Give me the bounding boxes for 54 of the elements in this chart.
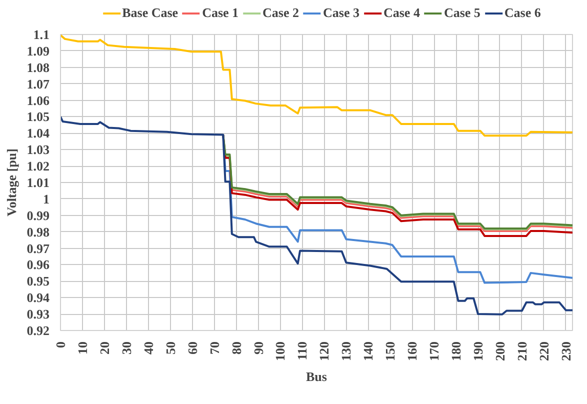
x-axis-title: Bus	[306, 369, 327, 384]
legend-label: Case 6	[504, 5, 541, 21]
legend-label: Case 3	[323, 5, 360, 21]
x-tick-label: 50	[162, 342, 178, 354]
y-tick-label: 1.09	[26, 43, 50, 58]
x-tick-label: 210	[514, 342, 530, 361]
y-tick-label: 1.07	[26, 76, 50, 92]
y-tick-label: 0.96	[26, 257, 50, 272]
x-tick-label: 140	[360, 342, 376, 361]
x-tick-label: 0	[53, 342, 68, 348]
x-tick-label: 170	[426, 342, 442, 361]
x-tick-label: 180	[448, 342, 464, 361]
y-tick-label: 0.97	[26, 240, 50, 256]
x-tick-label: 80	[228, 342, 244, 354]
x-tick-label: 10	[74, 342, 90, 354]
x-tick-label: 100	[272, 342, 288, 361]
legend-label: Case 5	[444, 5, 480, 21]
x-tick-label: 90	[250, 342, 266, 354]
x-tick-label: 20	[96, 342, 112, 354]
y-tick-label: 1.04	[26, 126, 50, 141]
y-tick-label: 1.03	[26, 142, 50, 158]
x-tick-label: 40	[140, 342, 156, 354]
x-tick-label: 160	[404, 342, 420, 361]
legend-label: Case 1	[202, 5, 239, 21]
y-tick-label: 0.98	[26, 224, 50, 240]
x-tick-label: 220	[536, 342, 552, 361]
x-tick-label: 150	[382, 342, 398, 361]
y-tick-label: 0.99	[26, 208, 50, 223]
legend-label: Base Case	[122, 5, 178, 21]
legend-label: Case 2	[262, 5, 300, 21]
y-tick-label: 1.06	[26, 92, 50, 108]
y-tick-label: 0.92	[26, 323, 50, 338]
y-tick-label: 1.01	[26, 175, 50, 190]
x-tick-label: 70	[206, 342, 222, 354]
y-tick-label: 0.93	[26, 306, 50, 322]
x-tick-label: 130	[338, 342, 354, 361]
x-tick-label: 60	[184, 342, 200, 354]
x-tick-label: 230	[558, 342, 574, 361]
y-tick-label: 0.94	[26, 290, 50, 306]
x-tick-label: 110	[294, 341, 310, 360]
y-axis-title: Voltage [pu]	[4, 148, 19, 216]
x-tick-label: 30	[118, 342, 134, 354]
legend-label: Case 4	[383, 5, 420, 21]
y-tick-label: 1.05	[26, 109, 50, 124]
x-tick-label: 200	[492, 342, 508, 361]
y-tick-label: 1.02	[26, 158, 50, 174]
line-series	[60, 116, 572, 316]
x-tick-label: 120	[316, 342, 332, 361]
y-tick-label: 1.1	[33, 27, 50, 42]
x-tick-label: 190	[470, 342, 486, 361]
line-series	[60, 34, 572, 137]
y-tick-label: 1.08	[26, 60, 50, 75]
y-tick-label: 1	[43, 191, 50, 206]
y-tick-label: 0.95	[26, 274, 50, 289]
